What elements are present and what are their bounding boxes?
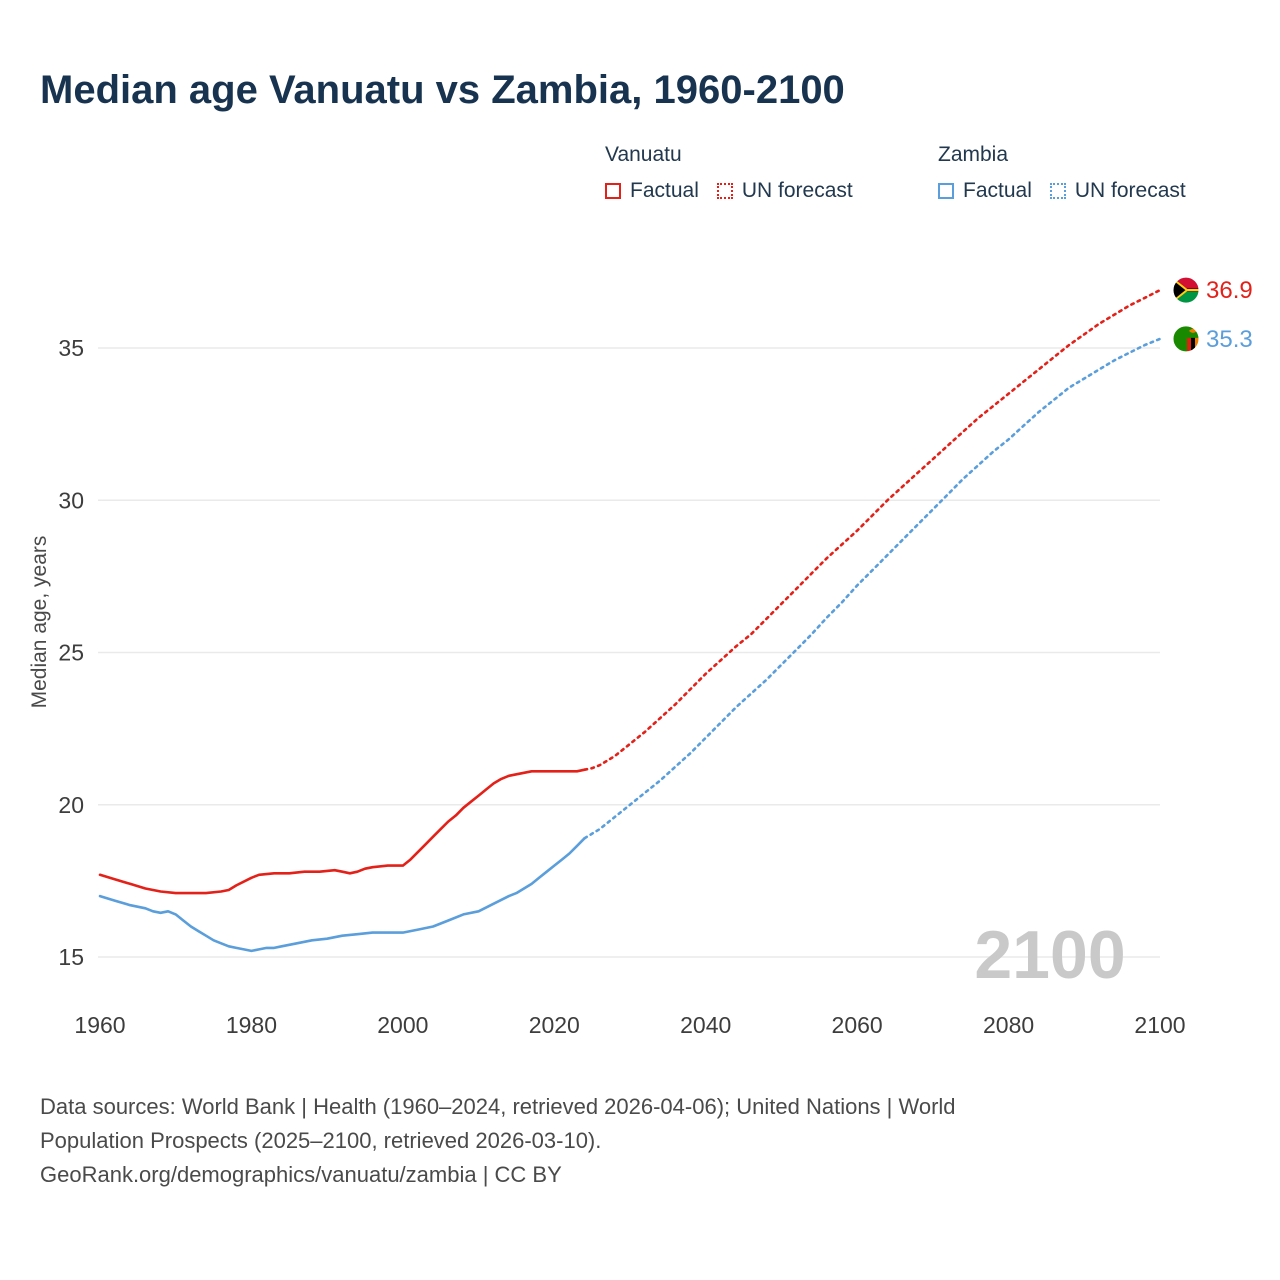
legend-row-zambia: Factual UN forecast [938, 179, 1204, 203]
legend-item-vanuatu-forecast: UN forecast [741, 179, 853, 202]
y-tick-label-30: 30 [58, 487, 84, 513]
vanuatu-forecast-swatch-icon [716, 183, 733, 199]
y-tick-label-35: 35 [58, 335, 84, 361]
legend-row-vanuatu: Factual UN forecast [605, 179, 871, 203]
y-tick-label-20: 20 [58, 792, 84, 818]
legend-item-vanuatu-factual: Factual [630, 179, 699, 202]
x-tick-label-2100: 2100 [1134, 1012, 1185, 1038]
end-value-zambia: 35.3 [1206, 326, 1253, 353]
x-tick-label-1960: 1960 [74, 1012, 125, 1038]
series-line-zambia-forecast [583, 337, 1162, 840]
legend-item-zambia-forecast: UN forecast [1074, 179, 1186, 202]
data-sources-line1: Data sources: World Bank | Health (1960–… [40, 1094, 956, 1119]
x-tick-label-2080: 2080 [983, 1012, 1034, 1038]
y-axis-title: Median age, years [28, 536, 51, 709]
zambia-flag-icon [1173, 325, 1199, 352]
x-tick-label-2060: 2060 [832, 1012, 883, 1038]
x-tick-label-1980: 1980 [226, 1012, 277, 1038]
vanuatu-flag-icon [1173, 277, 1199, 304]
data-sources-line2: Population Prospects (2025–2100, retriev… [40, 1128, 602, 1154]
series-line-vanuatu-factual [98, 768, 586, 895]
series-line-vanuatu-forecast [583, 288, 1162, 772]
legend-group-vanuatu: Vanuatu Factual UN forecast [605, 143, 871, 203]
end-value-vanuatu: 36.9 [1206, 277, 1253, 304]
legend-item-zambia-factual: Factual [963, 179, 1032, 202]
end-label-vanuatu [1172, 276, 1200, 304]
series-line-zambia-factual [98, 836, 586, 953]
page-title: Median age Vanuatu vs Zambia, 1960-2100 [40, 68, 845, 112]
x-tick-label-2000: 2000 [377, 1012, 428, 1038]
legend-country-zambia: Zambia [938, 143, 1009, 166]
y-tick-label-25: 25 [58, 640, 84, 666]
end-label-zambia [1172, 325, 1200, 353]
y-tick-label-15: 15 [58, 944, 84, 970]
legend-country-vanuatu: Vanuatu [605, 143, 682, 166]
georank-link[interactable]: GeoRank.org/demographics/vanuatu/zambia … [40, 1162, 562, 1188]
legend-group-zambia: Zambia Factual UN forecast [938, 143, 1204, 203]
zambia-forecast-swatch-icon [1049, 183, 1066, 199]
footer: Data sources: World Bank | Health (1960–… [40, 1090, 1180, 1192]
x-tick-label-2020: 2020 [529, 1012, 580, 1038]
watermark: 2100 [974, 917, 1125, 993]
zambia-factual-swatch-icon [938, 183, 954, 199]
x-tick-label-2040: 2040 [680, 1012, 731, 1038]
vanuatu-factual-swatch-icon [605, 183, 621, 199]
